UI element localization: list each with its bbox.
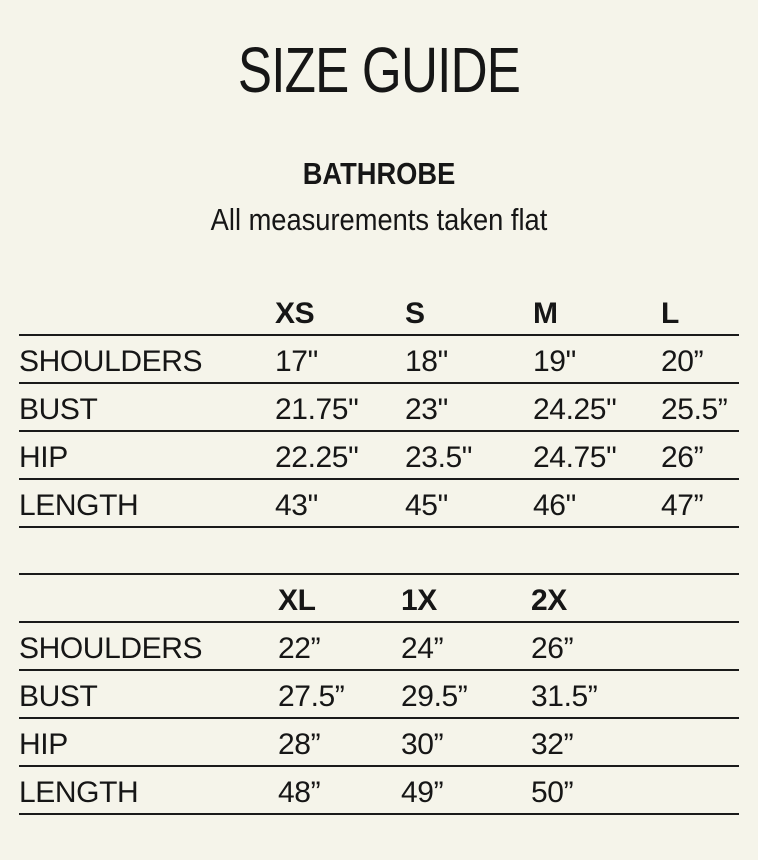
value-length-2x: 50”: [531, 766, 739, 815]
table-row-length: LENGTH 48” 49” 50”: [19, 766, 739, 815]
measurement-note: All measurements taken flat: [210, 202, 548, 237]
value-bust-1x: 29.5”: [401, 670, 531, 719]
value-length-l: 47”: [661, 479, 739, 528]
page-title: SIZE GUIDE: [237, 34, 521, 106]
col-header-m: M: [533, 287, 661, 336]
value-hip-m: 24.75": [533, 431, 661, 480]
table-row-shoulders: SHOULDERS 22” 24” 26”: [19, 622, 739, 671]
row-label-hip: HIP: [19, 431, 275, 480]
table-row-length: LENGTH 43" 45" 46" 47”: [19, 479, 739, 528]
value-bust-xl: 27.5”: [278, 670, 401, 719]
header-row: XS S M L: [19, 287, 739, 336]
table-row-hip: HIP 22.25" 23.5" 24.75" 26”: [19, 431, 739, 480]
value-hip-1x: 30”: [401, 718, 531, 767]
value-bust-l: 25.5”: [661, 383, 739, 432]
size-table-xs-l: XS S M L SHOULDERS 17" 18" 19" 20” BUST …: [19, 287, 739, 528]
value-length-m: 46": [533, 479, 661, 528]
col-header-xl: XL: [278, 574, 401, 623]
value-hip-s: 23.5": [405, 431, 533, 480]
value-bust-xs: 21.75": [275, 383, 405, 432]
row-label-bust: BUST: [19, 383, 275, 432]
value-bust-2x: 31.5”: [531, 670, 739, 719]
corner-cell: [19, 574, 278, 623]
row-label-length: LENGTH: [19, 766, 278, 815]
table-row-bust: BUST 27.5” 29.5” 31.5”: [19, 670, 739, 719]
row-label-hip: HIP: [19, 718, 278, 767]
value-shoulders-xs: 17": [275, 335, 405, 384]
value-bust-m: 24.25": [533, 383, 661, 432]
row-label-bust: BUST: [19, 670, 278, 719]
value-length-s: 45": [405, 479, 533, 528]
col-header-l: L: [661, 287, 739, 336]
value-shoulders-1x: 24”: [401, 622, 531, 671]
value-shoulders-xl: 22”: [278, 622, 401, 671]
col-header-s: S: [405, 287, 533, 336]
value-length-xs: 43": [275, 479, 405, 528]
value-shoulders-m: 19": [533, 335, 661, 384]
value-length-1x: 49”: [401, 766, 531, 815]
header-row: XL 1X 2X: [19, 574, 739, 623]
value-hip-xl: 28”: [278, 718, 401, 767]
row-label-length: LENGTH: [19, 479, 275, 528]
table-row-shoulders: SHOULDERS 17" 18" 19" 20”: [19, 335, 739, 384]
value-length-xl: 48”: [278, 766, 401, 815]
value-hip-xs: 22.25": [275, 431, 405, 480]
value-bust-s: 23": [405, 383, 533, 432]
table-row-hip: HIP 28” 30” 32”: [19, 718, 739, 767]
col-header-1x: 1X: [401, 574, 531, 623]
row-label-shoulders: SHOULDERS: [19, 622, 278, 671]
value-shoulders-l: 20”: [661, 335, 739, 384]
value-shoulders-s: 18": [405, 335, 533, 384]
size-table-xl-2x: XL 1X 2X SHOULDERS 22” 24” 26” BUST 27.5…: [19, 573, 739, 815]
value-shoulders-2x: 26”: [531, 622, 739, 671]
row-label-shoulders: SHOULDERS: [19, 335, 275, 384]
product-name: BATHROBE: [302, 156, 456, 191]
value-hip-2x: 32”: [531, 718, 739, 767]
col-header-2x: 2X: [531, 574, 739, 623]
value-hip-l: 26”: [661, 431, 739, 480]
corner-cell: [19, 287, 275, 336]
table-row-bust: BUST 21.75" 23" 24.25" 25.5”: [19, 383, 739, 432]
col-header-xs: XS: [275, 287, 405, 336]
